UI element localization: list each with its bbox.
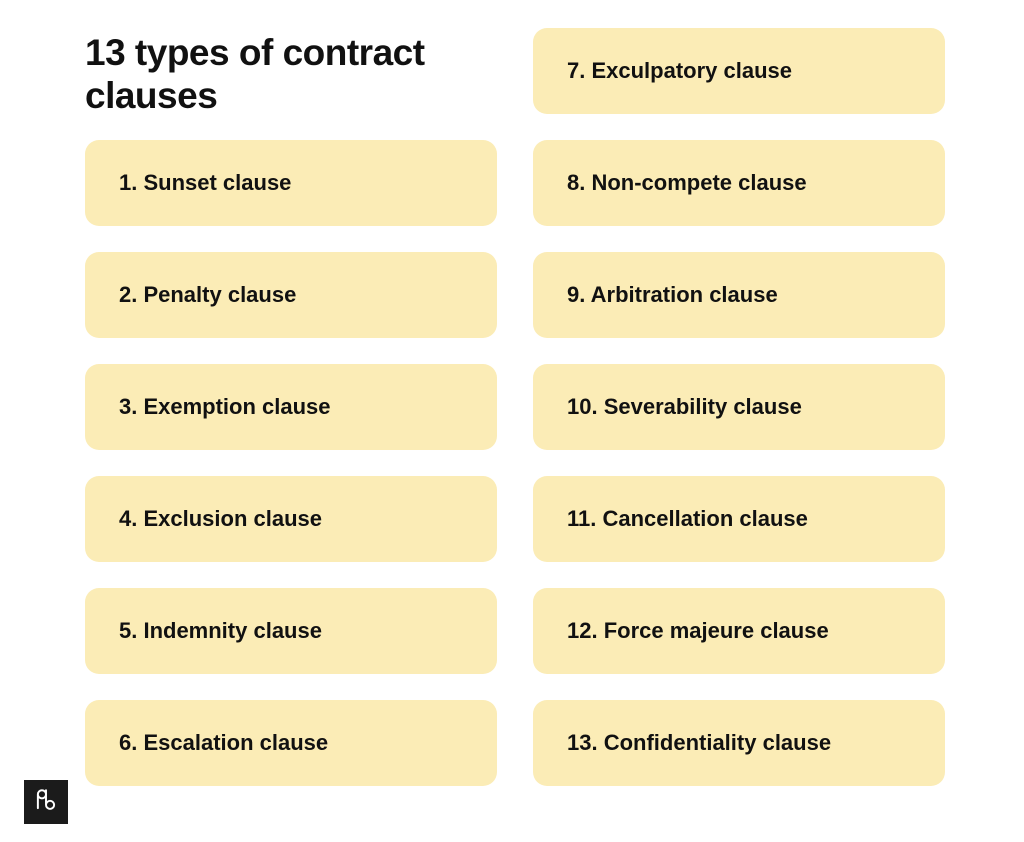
list-item: 5. Indemnity clause <box>85 588 497 674</box>
pd-logo-icon <box>33 787 59 818</box>
list-item: 1. Sunset clause <box>85 140 497 226</box>
list-item: 13. Confidentiality clause <box>533 700 945 786</box>
list-item-label: 6. Escalation clause <box>119 730 328 756</box>
list-item: 12. Force majeure clause <box>533 588 945 674</box>
list-item: 10. Severability clause <box>533 364 945 450</box>
list-item-label: 12. Force majeure clause <box>567 618 829 644</box>
list-item-label: 2. Penalty clause <box>119 282 296 308</box>
list-item-label: 11. Cancellation clause <box>567 506 808 532</box>
list-item: 6. Escalation clause <box>85 700 497 786</box>
list-item: 2. Penalty clause <box>85 252 497 338</box>
list-item-label: 8. Non-compete clause <box>567 170 807 196</box>
two-column-grid: 13 types of contract clauses 7. Exculpat… <box>85 28 945 786</box>
list-item: 4. Exclusion clause <box>85 476 497 562</box>
list-item-label: 4. Exclusion clause <box>119 506 322 532</box>
list-item-label: 1. Sunset clause <box>119 170 291 196</box>
brand-logo <box>24 780 68 824</box>
list-item-label: 13. Confidentiality clause <box>567 730 831 756</box>
list-item: 9. Arbitration clause <box>533 252 945 338</box>
list-item-label: 9. Arbitration clause <box>567 282 778 308</box>
list-item-label: 5. Indemnity clause <box>119 618 322 644</box>
infographic-root: 13 types of contract clauses 7. Exculpat… <box>0 0 1024 842</box>
list-item: 3. Exemption clause <box>85 364 497 450</box>
list-item: 11. Cancellation clause <box>533 476 945 562</box>
list-item-label: 7. Exculpatory clause <box>567 58 792 84</box>
list-item: 8. Non-compete clause <box>533 140 945 226</box>
list-item-label: 3. Exemption clause <box>119 394 331 420</box>
list-item: 7. Exculpatory clause <box>533 28 945 114</box>
list-item-label: 10. Severability clause <box>567 394 802 420</box>
page-title: 13 types of contract clauses <box>85 28 497 114</box>
